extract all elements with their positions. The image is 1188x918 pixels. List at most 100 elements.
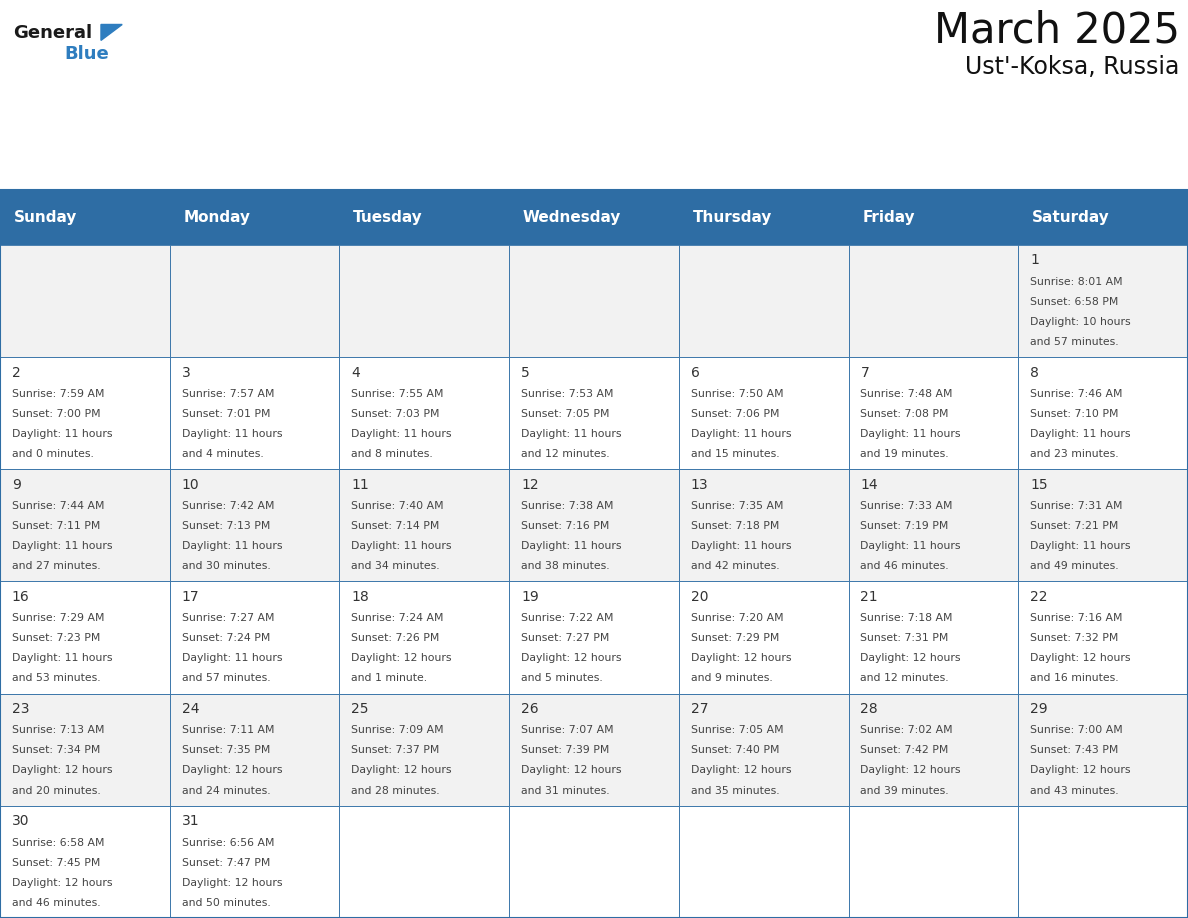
Text: and 38 minutes.: and 38 minutes. bbox=[522, 561, 609, 571]
Text: and 46 minutes.: and 46 minutes. bbox=[12, 898, 101, 908]
Text: and 27 minutes.: and 27 minutes. bbox=[12, 561, 101, 571]
Text: Sunrise: 7:18 AM: Sunrise: 7:18 AM bbox=[860, 613, 953, 623]
Text: Sunset: 7:24 PM: Sunset: 7:24 PM bbox=[182, 633, 270, 644]
Text: Daylight: 12 hours: Daylight: 12 hours bbox=[12, 766, 113, 776]
Text: Daylight: 12 hours: Daylight: 12 hours bbox=[522, 654, 621, 664]
Text: March 2025: March 2025 bbox=[934, 10, 1180, 51]
Text: Ust'-Koksa, Russia: Ust'-Koksa, Russia bbox=[965, 55, 1180, 79]
Text: 20: 20 bbox=[690, 590, 708, 604]
Text: Sunset: 7:19 PM: Sunset: 7:19 PM bbox=[860, 521, 949, 531]
Bar bbox=[678, 806, 848, 918]
Text: Sunrise: 7:00 AM: Sunrise: 7:00 AM bbox=[1030, 725, 1123, 735]
Text: 26: 26 bbox=[522, 702, 538, 716]
Text: Daylight: 12 hours: Daylight: 12 hours bbox=[182, 766, 282, 776]
Text: 10: 10 bbox=[182, 477, 200, 492]
Text: 15: 15 bbox=[1030, 477, 1048, 492]
Text: 22: 22 bbox=[1030, 590, 1048, 604]
Text: and 12 minutes.: and 12 minutes. bbox=[860, 673, 949, 683]
Bar bbox=[678, 245, 848, 357]
Text: 17: 17 bbox=[182, 590, 200, 604]
Bar bbox=[170, 581, 340, 694]
Bar bbox=[170, 245, 340, 357]
Text: Sunrise: 7:20 AM: Sunrise: 7:20 AM bbox=[690, 613, 783, 623]
Text: Daylight: 11 hours: Daylight: 11 hours bbox=[182, 541, 282, 551]
Bar bbox=[340, 581, 510, 694]
Text: Daylight: 12 hours: Daylight: 12 hours bbox=[690, 654, 791, 664]
Bar bbox=[0, 806, 170, 918]
Text: and 50 minutes.: and 50 minutes. bbox=[182, 898, 271, 908]
Text: 4: 4 bbox=[352, 365, 360, 379]
Text: 5: 5 bbox=[522, 365, 530, 379]
Text: Daylight: 12 hours: Daylight: 12 hours bbox=[860, 766, 961, 776]
Text: 19: 19 bbox=[522, 590, 539, 604]
Text: Sunset: 7:03 PM: Sunset: 7:03 PM bbox=[352, 409, 440, 419]
Text: Sunset: 7:14 PM: Sunset: 7:14 PM bbox=[352, 521, 440, 531]
Text: Daylight: 11 hours: Daylight: 11 hours bbox=[12, 541, 113, 551]
Text: and 57 minutes.: and 57 minutes. bbox=[1030, 337, 1119, 347]
Text: Blue: Blue bbox=[64, 45, 109, 63]
Text: 12: 12 bbox=[522, 477, 538, 492]
Bar bbox=[678, 469, 848, 581]
Text: 6: 6 bbox=[690, 365, 700, 379]
Text: Sunrise: 7:46 AM: Sunrise: 7:46 AM bbox=[1030, 389, 1123, 398]
Text: and 9 minutes.: and 9 minutes. bbox=[690, 673, 772, 683]
Text: Saturday: Saturday bbox=[1032, 209, 1110, 225]
Text: Daylight: 11 hours: Daylight: 11 hours bbox=[182, 654, 282, 664]
Text: Sunset: 7:45 PM: Sunset: 7:45 PM bbox=[12, 857, 100, 868]
Bar bbox=[678, 581, 848, 694]
Text: Sunrise: 7:48 AM: Sunrise: 7:48 AM bbox=[860, 389, 953, 398]
Text: Sunset: 7:34 PM: Sunset: 7:34 PM bbox=[12, 745, 100, 756]
Text: Daylight: 11 hours: Daylight: 11 hours bbox=[1030, 541, 1131, 551]
Bar bbox=[678, 357, 848, 469]
Bar bbox=[510, 357, 678, 469]
Bar bbox=[510, 581, 678, 694]
Text: and 42 minutes.: and 42 minutes. bbox=[690, 561, 779, 571]
Text: Sunset: 7:01 PM: Sunset: 7:01 PM bbox=[182, 409, 270, 419]
Text: Sunset: 7:35 PM: Sunset: 7:35 PM bbox=[182, 745, 270, 756]
Text: Sunset: 7:23 PM: Sunset: 7:23 PM bbox=[12, 633, 100, 644]
Text: Sunset: 7:40 PM: Sunset: 7:40 PM bbox=[690, 745, 779, 756]
Text: Daylight: 11 hours: Daylight: 11 hours bbox=[522, 541, 621, 551]
Bar bbox=[848, 581, 1018, 694]
Text: Sunrise: 7:31 AM: Sunrise: 7:31 AM bbox=[1030, 501, 1123, 511]
Text: 31: 31 bbox=[182, 814, 200, 828]
Text: 7: 7 bbox=[860, 365, 870, 379]
Bar bbox=[848, 469, 1018, 581]
Text: and 4 minutes.: and 4 minutes. bbox=[182, 449, 264, 459]
Text: Sunset: 7:47 PM: Sunset: 7:47 PM bbox=[182, 857, 270, 868]
Bar bbox=[678, 694, 848, 806]
Text: 11: 11 bbox=[352, 477, 369, 492]
Bar bbox=[848, 245, 1018, 357]
Bar bbox=[0, 245, 170, 357]
Text: Sunrise: 7:35 AM: Sunrise: 7:35 AM bbox=[690, 501, 783, 511]
Bar bbox=[1018, 469, 1188, 581]
Text: 21: 21 bbox=[860, 590, 878, 604]
Text: Sunset: 7:06 PM: Sunset: 7:06 PM bbox=[690, 409, 779, 419]
Bar bbox=[510, 469, 678, 581]
Bar bbox=[170, 806, 340, 918]
Text: Sunset: 7:26 PM: Sunset: 7:26 PM bbox=[352, 633, 440, 644]
Text: Sunrise: 7:29 AM: Sunrise: 7:29 AM bbox=[12, 613, 105, 623]
Text: Sunset: 7:29 PM: Sunset: 7:29 PM bbox=[690, 633, 779, 644]
Bar bbox=[170, 694, 340, 806]
Text: 24: 24 bbox=[182, 702, 200, 716]
Text: Sunrise: 7:09 AM: Sunrise: 7:09 AM bbox=[352, 725, 444, 735]
Text: Daylight: 11 hours: Daylight: 11 hours bbox=[522, 429, 621, 439]
Text: 29: 29 bbox=[1030, 702, 1048, 716]
Text: Sunset: 7:11 PM: Sunset: 7:11 PM bbox=[12, 521, 100, 531]
Text: General: General bbox=[13, 25, 93, 42]
Bar bbox=[1018, 806, 1188, 918]
Text: Sunset: 7:16 PM: Sunset: 7:16 PM bbox=[522, 521, 609, 531]
Text: 3: 3 bbox=[182, 365, 190, 379]
Text: Thursday: Thursday bbox=[693, 209, 772, 225]
Text: 9: 9 bbox=[12, 477, 20, 492]
Text: and 0 minutes.: and 0 minutes. bbox=[12, 449, 94, 459]
Text: Sunrise: 7:44 AM: Sunrise: 7:44 AM bbox=[12, 501, 105, 511]
Text: Sunrise: 6:58 AM: Sunrise: 6:58 AM bbox=[12, 837, 105, 847]
Text: and 34 minutes.: and 34 minutes. bbox=[352, 561, 440, 571]
Text: Daylight: 11 hours: Daylight: 11 hours bbox=[182, 429, 282, 439]
Text: 8: 8 bbox=[1030, 365, 1040, 379]
Text: and 5 minutes.: and 5 minutes. bbox=[522, 673, 602, 683]
Bar bbox=[1018, 245, 1188, 357]
Text: and 46 minutes.: and 46 minutes. bbox=[860, 561, 949, 571]
